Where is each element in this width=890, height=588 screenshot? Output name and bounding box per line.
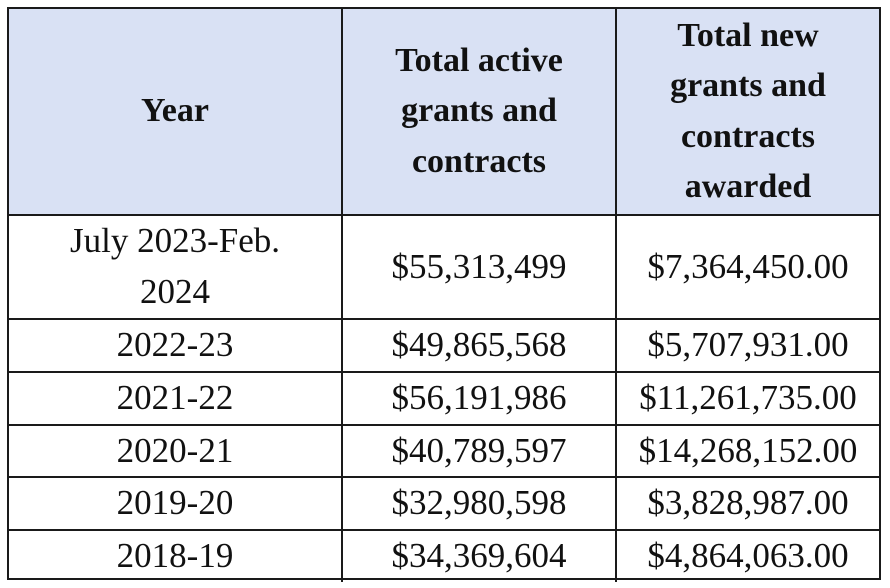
header-line: awarded — [684, 167, 812, 205]
year-line: 2024 — [140, 272, 210, 311]
header-row: Year Total active grants and contracts T… — [9, 9, 879, 216]
new-cell: $7,364,450.00 — [615, 214, 879, 320]
year-cell: 2019-20 — [9, 476, 343, 531]
active-cell: $40,789,597 — [341, 423, 617, 479]
header-line: Total active — [395, 42, 563, 80]
header-line: grants and — [401, 92, 557, 130]
header-year-label: Year — [141, 92, 209, 130]
active-cell: $34,369,604 — [341, 529, 617, 582]
year-cell: 2022-23 — [9, 318, 343, 373]
active-cell: $32,980,598 — [341, 476, 617, 531]
year-cell: 2018-19 — [9, 529, 343, 582]
table-row: July 2023-Feb. 2024 $55,313,499 $7,364,4… — [9, 214, 879, 320]
new-cell: $4,864,063.00 — [615, 529, 879, 582]
grants-table-container: Year Total active grants and contracts T… — [7, 7, 881, 582]
header-total-active: Total active grants and contracts — [341, 9, 617, 216]
new-cell: $3,828,987.00 — [615, 476, 879, 531]
table-row: 2019-20 $32,980,598 $3,828,987.00 — [9, 476, 879, 531]
active-cell: $49,865,568 — [341, 318, 617, 373]
active-cell: $56,191,986 — [341, 370, 617, 426]
grants-table: Year Total active grants and contracts T… — [9, 9, 879, 582]
header-line: contracts — [411, 142, 547, 180]
table-row: 2021-22 $56,191,986 $11,261,735.00 — [9, 370, 879, 426]
table-row: 2022-23 $49,865,568 $5,707,931.00 — [9, 318, 879, 373]
header-line: contracts — [680, 117, 816, 155]
active-cell: $55,313,499 — [341, 214, 617, 320]
table-row: 2018-19 $34,369,604 $4,864,063.00 — [9, 529, 879, 582]
year-line: July 2023-Feb. — [70, 221, 280, 261]
year-cell: 2020-21 — [9, 423, 343, 479]
year-cell: 2021-22 — [9, 370, 343, 426]
header-line: Total new — [677, 16, 819, 54]
year-cell: July 2023-Feb. 2024 — [9, 214, 343, 320]
new-cell: $14,268,152.00 — [615, 423, 879, 479]
new-cell: $5,707,931.00 — [615, 318, 879, 373]
header-year: Year — [9, 9, 343, 216]
header-total-new: Total new grants and contracts awarded — [615, 9, 879, 216]
new-cell: $11,261,735.00 — [615, 370, 879, 426]
table-row: 2020-21 $40,789,597 $14,268,152.00 — [9, 423, 879, 479]
header-line: grants and — [670, 67, 826, 105]
